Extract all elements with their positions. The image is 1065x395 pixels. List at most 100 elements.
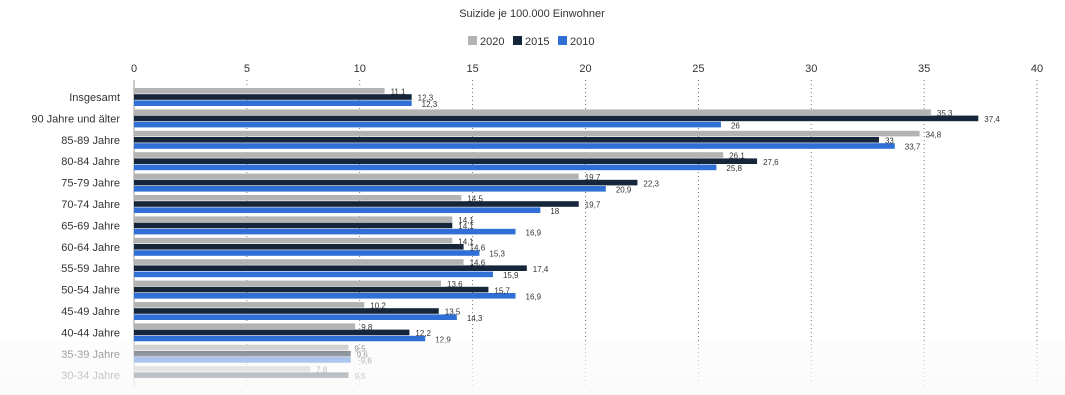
- legend-swatch-2: [558, 36, 567, 45]
- data-label-2020-8: 14,6: [470, 259, 486, 268]
- bar-2020-6: [134, 216, 453, 222]
- bars: [134, 88, 979, 378]
- data-label-2015-1: 37,4: [984, 115, 1000, 124]
- data-label-2015-2: 33: [885, 137, 894, 146]
- data-labels: 11,1 12,312,3 35,3 37,4 26 34,8 33 33,7 26,1 27,6…: [316, 88, 1000, 381]
- legend: 2020 2015 2010: [468, 36, 594, 48]
- data-label-2010-2: 33,7: [905, 143, 921, 152]
- bar-2015-0: [134, 94, 412, 100]
- data-label-2015-3: 27,6: [763, 158, 779, 167]
- data-label-2020-1: 35,3: [937, 109, 953, 118]
- data-label-2020-2: 34,8: [926, 130, 942, 139]
- bar-2010-3: [134, 164, 717, 171]
- bar-2010-6: [134, 228, 516, 235]
- x-tick-label-4: 20: [579, 63, 591, 75]
- bar-2020-9: [134, 280, 442, 287]
- data-label-2015-5: 19,7: [585, 201, 601, 210]
- bar-2015-10: [134, 308, 439, 314]
- bar-2010-10: [134, 314, 457, 320]
- category-label-3: 80-84 Jahre: [61, 156, 120, 168]
- category-label-11: 40-44 Jahre: [61, 327, 120, 339]
- x-tick-label-7: 35: [918, 63, 930, 75]
- x-tick-label-8: 40: [1031, 63, 1043, 75]
- bar-2020-12: [134, 344, 349, 351]
- data-label-2010-9: 16,9: [526, 293, 542, 302]
- bar-2015-12: [134, 351, 351, 357]
- data-label-2010-11: 12,9: [435, 335, 451, 344]
- bar-2015-4: [134, 179, 638, 186]
- bar-2015-9: [134, 286, 489, 293]
- bar-2010-2: [134, 143, 895, 149]
- data-label-2020-5: 14,5: [467, 195, 483, 204]
- bar-2020-0: [134, 88, 385, 94]
- data-label-2010-12: 9,6: [361, 357, 373, 366]
- bar-2015-1: [134, 115, 979, 122]
- y-axis-categories: Insgesamt 90 Jahre und älter 85-89 Jahre 80…: [31, 92, 120, 382]
- bar-2020-8: [134, 259, 464, 265]
- category-label-13: 30-34 Jahre: [61, 370, 120, 382]
- bar-2020-2: [134, 130, 920, 137]
- category-label-9: 50-54 Jahre: [61, 285, 120, 297]
- x-tick-label-6: 30: [805, 63, 817, 75]
- data-label-2010-0: 12,3: [422, 100, 438, 109]
- data-label-2020-7: 14,1: [458, 237, 474, 246]
- bar-2015-7: [134, 244, 464, 250]
- data-label-2015-13: 9,5: [354, 372, 366, 381]
- legend-swatch-1: [513, 36, 522, 45]
- bar-2020-3: [134, 152, 724, 158]
- data-label-2020-10: 10,2: [370, 302, 386, 311]
- legend-swatch-0: [468, 36, 477, 45]
- data-label-2020-13: 7,8: [316, 366, 328, 375]
- category-label-4: 75-79 Jahre: [61, 178, 120, 190]
- category-label-1: 90 Jahre und älter: [31, 113, 120, 125]
- bar-2020-5: [134, 195, 462, 201]
- data-label-2020-4: 19,7: [585, 173, 601, 182]
- data-label-2020-3: 26,1: [729, 152, 745, 161]
- category-label-6: 65-69 Jahre: [61, 220, 120, 232]
- legend-label-2: 2010: [570, 36, 594, 48]
- category-label-2: 85-89 Jahre: [61, 135, 120, 147]
- x-tick-label-3: 15: [467, 63, 479, 75]
- data-label-2010-4: 20,9: [616, 186, 632, 195]
- x-tick-label-1: 5: [244, 63, 250, 75]
- data-label-2010-3: 25,8: [726, 164, 742, 173]
- bar-2020-11: [134, 323, 356, 329]
- bar-2020-10: [134, 302, 365, 308]
- bar-2010-9: [134, 293, 516, 299]
- x-axis-ticks: 0 5 10 15 20 25 30 35 40: [131, 63, 1043, 75]
- category-label-0: Insgesamt: [69, 92, 120, 104]
- data-label-2020-9: 13,6: [447, 280, 463, 289]
- x-tick-label-5: 25: [692, 63, 704, 75]
- data-label-2010-7: 15,3: [489, 250, 505, 259]
- data-label-2015-7: 14,6: [470, 244, 486, 253]
- bar-2010-0: [134, 100, 412, 106]
- data-label-2010-5: 18: [550, 207, 559, 216]
- category-label-12: 35-39 Jahre: [61, 349, 120, 361]
- bar-2010-12: [134, 357, 351, 363]
- data-label-2015-0: 12,3: [418, 94, 434, 103]
- data-label-2010-1: 26: [731, 121, 740, 130]
- bar-2020-13: [134, 366, 311, 372]
- data-label-2015-6: 14,1: [458, 222, 474, 231]
- legend-label-0: 2020: [480, 36, 504, 48]
- data-label-2020-0: 11,1: [391, 88, 407, 97]
- bar-2010-5: [134, 207, 541, 213]
- data-label-2015-11: 12,2: [415, 329, 431, 338]
- bar-2010-4: [134, 186, 606, 192]
- bar-2020-4: [134, 173, 579, 180]
- bar-2015-5: [134, 201, 579, 207]
- bar-2020-7: [134, 237, 453, 244]
- data-label-2010-6: 16,9: [526, 228, 542, 237]
- data-label-2015-10: 13,5: [445, 308, 461, 317]
- bar-2020-1: [134, 109, 931, 115]
- data-label-2015-8: 17,4: [533, 265, 549, 274]
- bar-2010-8: [134, 271, 493, 278]
- x-tick-label-2: 10: [354, 63, 366, 75]
- bar-2010-1: [134, 121, 721, 128]
- bar-2015-8: [134, 265, 527, 271]
- bar-2015-6: [134, 222, 453, 229]
- data-label-2010-10: 14,3: [467, 314, 483, 323]
- data-label-2020-11: 9,8: [361, 323, 373, 332]
- category-label-5: 70-74 Jahre: [61, 199, 120, 211]
